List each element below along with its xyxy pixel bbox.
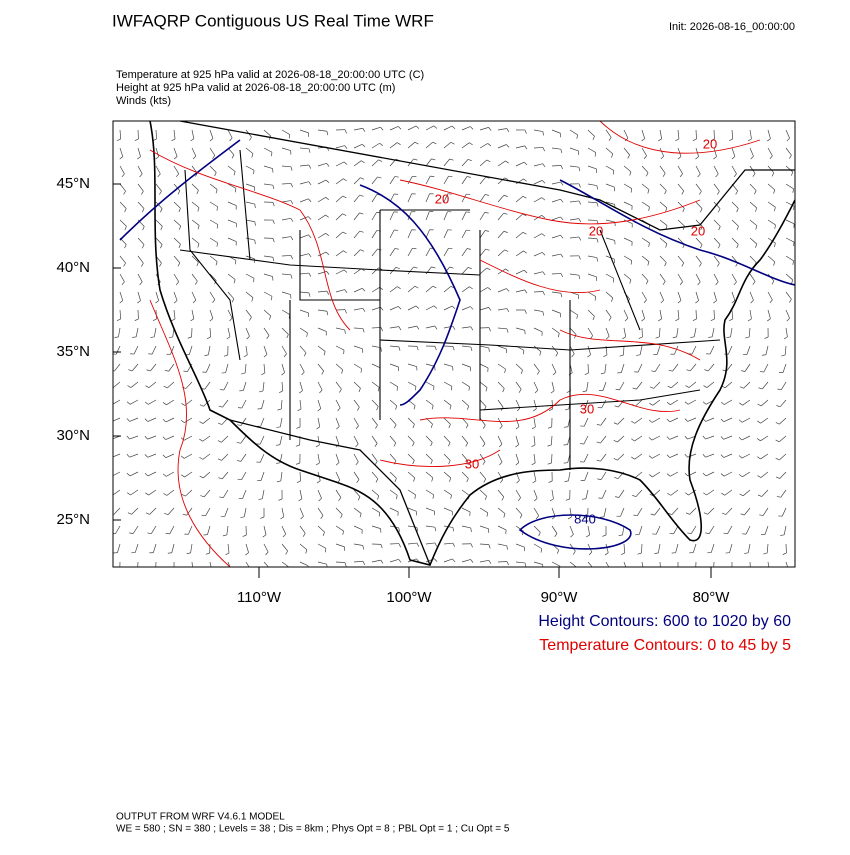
lat-label: 35°N: [56, 343, 90, 360]
lat-label: 40°N: [56, 259, 90, 276]
lon-label: 80°W: [693, 589, 731, 606]
legend-height: Height Contours: 600 to 1020 by 60: [538, 613, 791, 630]
legend-temperature: Temperature Contours: 0 to 45 by 5: [539, 637, 791, 654]
lon-label: 100°W: [386, 589, 432, 606]
contour-label: 30: [465, 456, 479, 471]
lat-label: 45°N: [56, 175, 90, 192]
contour-label: 20: [703, 136, 717, 151]
init-time: Init: 2026-08-16_00:00:00: [669, 21, 795, 33]
field-line: Height at 925 hPa valid at 2026-08-18_20…: [116, 82, 395, 94]
footer-line: WE = 580 ; SN = 380 ; Levels = 38 ; Dis …: [116, 824, 510, 835]
field-line: Temperature at 925 hPa valid at 2026-08-…: [116, 69, 424, 81]
contour-label: 30: [580, 401, 594, 416]
contour-label: 20: [691, 223, 705, 238]
lon-label: 110°W: [237, 589, 282, 606]
footer-line: OUTPUT FROM WRF V4.6.1 MODEL: [116, 812, 285, 823]
contour-label: 20: [435, 191, 449, 206]
title: IWFAQRP Contiguous US Real Time WRF: [112, 11, 434, 30]
contour-label: 20: [589, 223, 603, 238]
field-line: Winds (kts): [116, 95, 171, 107]
lat-label: 25°N: [56, 511, 90, 528]
contour-label: 840: [574, 511, 596, 526]
lat-label: 30°N: [56, 427, 90, 444]
lon-label: 90°W: [541, 589, 579, 606]
